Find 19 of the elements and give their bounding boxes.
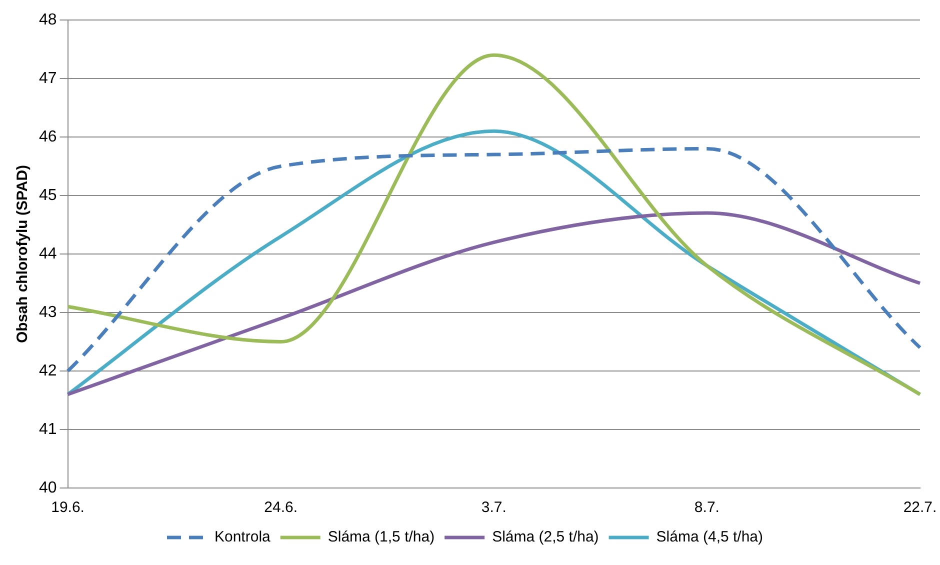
y-tick-label: 43 xyxy=(39,304,57,321)
legend-label: Sláma (4,5 t/ha) xyxy=(656,528,764,546)
y-tick-label: 45 xyxy=(39,186,57,204)
legend-label: Sláma (1,5 t/ha) xyxy=(328,528,435,546)
x-tick-label: 24.6. xyxy=(264,499,298,516)
y-tick-label: 44 xyxy=(39,245,57,262)
y-tick-label: 40 xyxy=(39,479,57,496)
y-tick-label: 42 xyxy=(39,362,57,380)
legend-label: Sláma (2,5 t/ha) xyxy=(492,528,599,546)
x-tick-label: 3.7. xyxy=(481,499,506,516)
y-tick-label: 46 xyxy=(39,128,57,146)
y-tick-label: 47 xyxy=(39,70,57,87)
x-tick-label: 8.7. xyxy=(694,499,720,516)
y-tick-label: 41 xyxy=(39,420,57,438)
y-axis-title: Obsah chlorofylu (SPAD) xyxy=(14,164,32,344)
legend-label: Kontrola xyxy=(214,528,272,546)
y-tick-label: 48 xyxy=(39,11,57,28)
x-tick-label: 19.6. xyxy=(51,499,84,516)
x-tick-label: 22.7. xyxy=(903,499,937,516)
